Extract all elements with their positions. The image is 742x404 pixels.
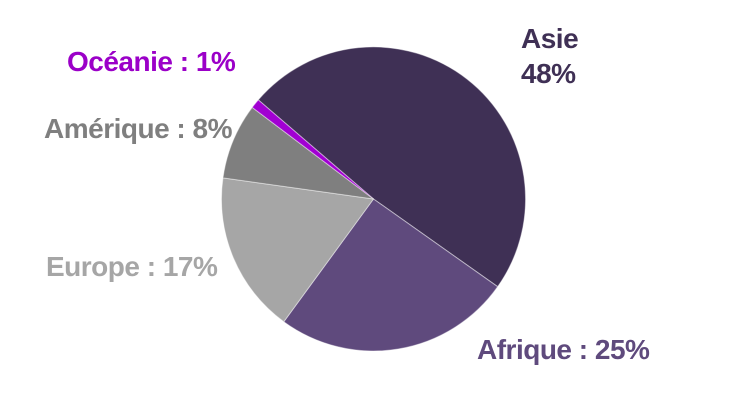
label-asie-name: Asie	[521, 23, 579, 54]
label-asie-value: 48%	[521, 58, 576, 89]
pie-slice-europe	[221, 177, 374, 323]
label-amerique: Amérique : 8%	[44, 113, 233, 144]
label-afrique: Afrique : 25%	[477, 334, 650, 365]
pie-slice-asie	[257, 46, 527, 288]
label-oceanie: Océanie : 1%	[67, 46, 236, 77]
pie-slice-oceanie	[251, 99, 374, 200]
pie-slice-afrique	[283, 198, 499, 352]
label-europe: Europe : 17%	[46, 251, 218, 282]
pie-slice-amerique	[222, 106, 374, 200]
label-asie: Asie 48%	[521, 21, 579, 91]
